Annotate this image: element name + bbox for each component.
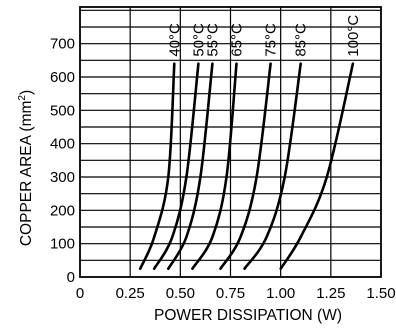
y-axis-label-sup: 2 bbox=[17, 95, 28, 101]
y-tick-label: 0 bbox=[67, 269, 75, 286]
series-line bbox=[167, 62, 214, 270]
x-tick-label: 0 bbox=[76, 285, 84, 302]
series-label: 100°C bbox=[345, 15, 362, 57]
series-labels: 40°C 50°C55°C 65°C 75°C 85°C 100°C bbox=[166, 15, 362, 57]
x-tick-label: 1.50 bbox=[366, 285, 395, 302]
y-tick-label: 200 bbox=[50, 202, 75, 219]
tick-labels: 0 0.25 0.50 0.75 1.00 1.25 1.50 0 100 200 300 400 50… bbox=[50, 36, 396, 302]
series-label: 40°C bbox=[166, 23, 183, 57]
x-tick-label: 1.00 bbox=[266, 285, 295, 302]
y-axis-label-main: COPPER AREA (mm bbox=[18, 101, 35, 247]
y-tick-label: 700 bbox=[50, 36, 75, 53]
y-tick-label: 300 bbox=[50, 169, 75, 186]
y-tick-label: 100 bbox=[50, 236, 75, 253]
y-tick-label: 600 bbox=[50, 69, 75, 86]
y-tick-label: 500 bbox=[50, 102, 75, 119]
series-line bbox=[243, 62, 302, 270]
series-label: 65°C bbox=[229, 23, 246, 57]
series-line bbox=[138, 62, 176, 270]
x-tick-label: 0.25 bbox=[116, 285, 145, 302]
y-tick-label: 400 bbox=[50, 136, 75, 153]
x-tick-label: 0.50 bbox=[166, 285, 195, 302]
series-label: 55°C bbox=[204, 23, 221, 57]
series-line bbox=[279, 62, 355, 270]
series-label: 75°C bbox=[263, 23, 280, 57]
series-label: 50°C bbox=[190, 23, 207, 57]
x-tick-label: 1.25 bbox=[316, 285, 345, 302]
series-line bbox=[152, 62, 200, 270]
series-label: 85°C bbox=[293, 23, 310, 57]
series-line bbox=[219, 62, 272, 270]
y-axis-label-close: ) bbox=[18, 90, 35, 95]
x-axis-label: POWER DISSIPATION (W) bbox=[154, 307, 342, 324]
series-line bbox=[191, 62, 238, 270]
y-axis-label: COPPER AREA (mm2) bbox=[17, 90, 35, 246]
curves bbox=[138, 62, 355, 270]
x-tick-label: 0.75 bbox=[216, 285, 245, 302]
